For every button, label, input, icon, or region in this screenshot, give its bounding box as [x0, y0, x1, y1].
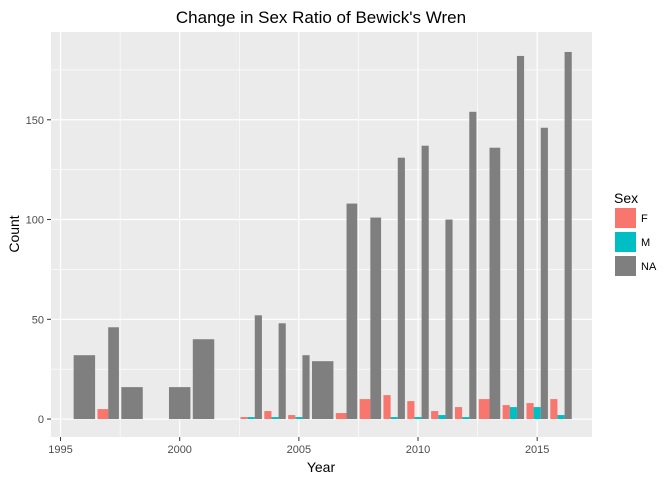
bar-na-2006 [311, 361, 334, 420]
bar-f-2016 [550, 399, 558, 420]
legend-label-f: F [641, 213, 648, 225]
bar-m-2009 [390, 417, 398, 420]
bar-f-2014 [502, 405, 510, 420]
bar-na-1996 [73, 355, 96, 420]
bar-na-2004 [278, 323, 286, 420]
bar-m-2012 [462, 417, 470, 420]
bar-m-2014 [509, 407, 517, 420]
chart-title: Change in Sex Ratio of Bewick's Wren [176, 8, 466, 27]
x-axis-title: Year [307, 459, 336, 475]
bar-na-2008 [370, 217, 382, 420]
bar-na-2012 [469, 111, 477, 420]
bar-na-2013 [489, 147, 501, 420]
bar-na-2011 [445, 219, 453, 420]
bar-na-1998 [121, 387, 143, 420]
x-tick-label: 2005 [287, 444, 311, 456]
bar-f-2009 [383, 395, 391, 420]
bar-m-2003 [247, 417, 255, 420]
bar-m-2005 [295, 417, 303, 420]
bar-m-2011 [438, 415, 446, 420]
bar-f-1997 [97, 409, 109, 420]
bar-na-2010 [421, 145, 429, 420]
bar-m-2015 [533, 407, 541, 420]
x-axis-ticks: 1995 2000 2005 2010 2015 [48, 437, 549, 456]
bar-f-2003 [240, 417, 248, 420]
bar-na-2007 [346, 203, 358, 420]
bar-na-2016 [564, 51, 572, 420]
grid-lines [51, 32, 592, 437]
bar-na-2015 [540, 127, 548, 420]
x-tick-label: 2010 [406, 444, 430, 456]
legend-key-m [615, 232, 636, 252]
legend-label-na: NA [641, 261, 657, 273]
y-tick-label: 150 [26, 115, 44, 127]
legend: Sex F M NA [614, 190, 657, 276]
legend-key-na [615, 256, 636, 276]
y-tick-label: 100 [26, 215, 44, 227]
bar-na-2003 [254, 315, 262, 420]
bar-m-2004 [271, 417, 279, 420]
x-tick-label: 2015 [525, 444, 549, 456]
y-axis-title: Count [6, 215, 22, 252]
legend-key-f [615, 208, 636, 228]
bar-f-2013 [478, 399, 490, 420]
bar-f-2004 [264, 411, 272, 420]
bar-na-2000 [168, 387, 191, 420]
bar-f-2015 [526, 403, 534, 420]
bar-m-2016 [557, 415, 565, 420]
bar-na-2014 [516, 55, 525, 420]
y-axis-ticks: 0 50 100 150 [26, 115, 51, 426]
x-tick-label: 1995 [48, 444, 72, 456]
bar-f-2007 [335, 413, 347, 420]
y-tick-label: 50 [32, 314, 44, 326]
x-tick-label: 2000 [167, 444, 191, 456]
bar-f-2010 [407, 401, 415, 420]
y-tick-label: 0 [38, 414, 44, 426]
bar-na-2001 [192, 339, 215, 420]
legend-label-m: M [641, 237, 650, 249]
bar-f-2008 [359, 399, 371, 420]
bar-na-2005 [302, 355, 310, 420]
bar-m-2010 [414, 417, 422, 420]
bar-f-2011 [431, 411, 439, 420]
bar-f-2005 [288, 415, 296, 420]
bar-na-1997 [108, 327, 119, 420]
legend-title: Sex [614, 190, 638, 206]
bars [73, 51, 572, 420]
bar-f-2012 [454, 407, 463, 420]
bar-na-2009 [397, 157, 405, 420]
